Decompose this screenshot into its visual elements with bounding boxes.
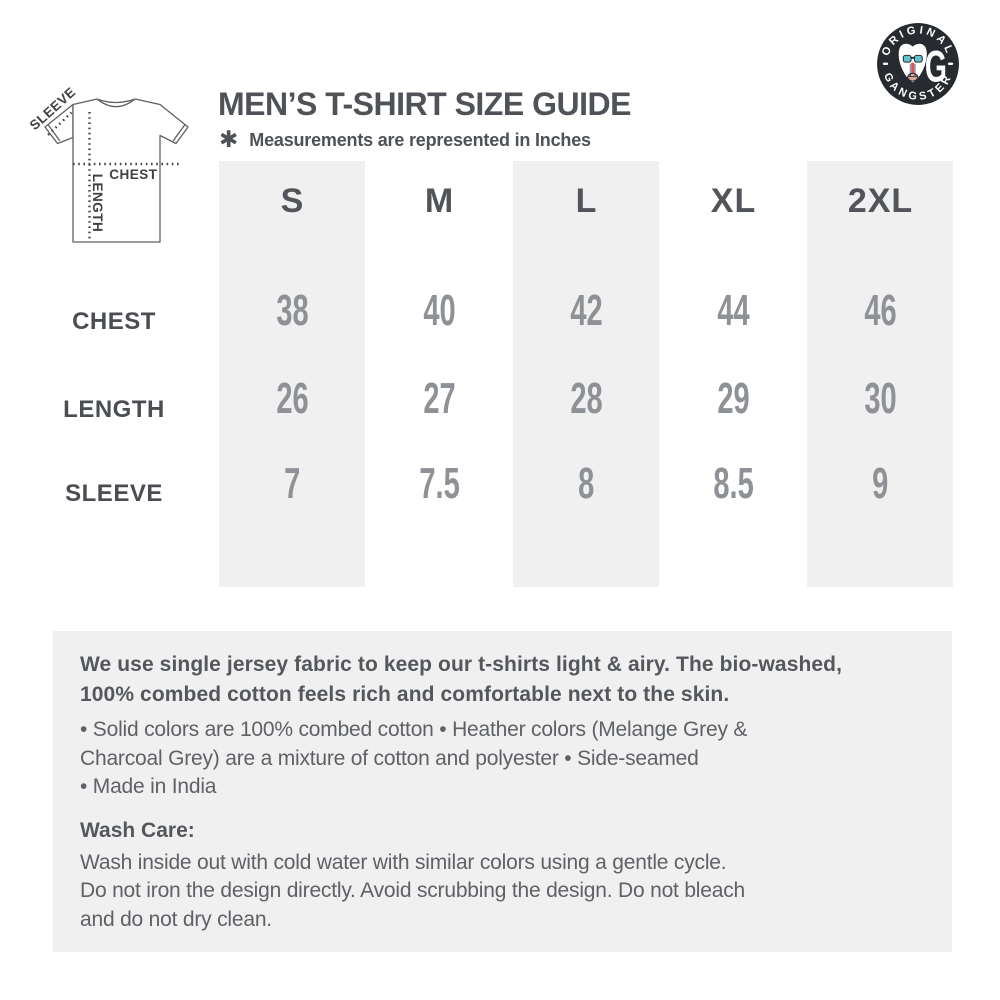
size-value-cell: 44 — [660, 289, 807, 333]
size-value-cell: 40 — [366, 289, 513, 333]
page-title: MEN’S T-SHIRT SIZE GUIDE — [218, 86, 631, 122]
fabric-intro-line: We use single jersey fabric to keep our … — [80, 653, 843, 676]
sleeve-dotted-line — [47, 111, 73, 136]
measurement-unit-note: ✱ Measurements are represented in Inches — [219, 129, 591, 152]
tshirt-right-cuff-seam — [172, 124, 186, 142]
length-value-s: 26 — [276, 374, 309, 423]
size-value-cell: 38 — [219, 289, 366, 333]
asterisk-icon: ✱ — [219, 127, 239, 153]
wash-care-line: Wash inside out with cold water with sim… — [80, 850, 727, 874]
tshirt-left-cuff-seam — [47, 124, 61, 142]
measurement-unit-text: Measurements are represented in Inches — [249, 130, 591, 150]
row-label-chest: CHEST — [72, 308, 156, 335]
chest-value-2xl: 46 — [864, 286, 897, 335]
sleeve-value-s: 7 — [284, 459, 301, 508]
row-label-length: LENGTH — [63, 396, 165, 423]
size-value-cell: 8.5 — [660, 462, 807, 506]
sleeve-value-l: 8 — [578, 459, 595, 508]
mandrill-muzzle — [907, 72, 919, 82]
size-value-cell: 9 — [807, 462, 954, 506]
size-value-cell: 30 — [807, 377, 954, 421]
size-value-cell: 46 — [807, 289, 954, 333]
sleeve-value-m: 7.5 — [419, 459, 460, 508]
length-label: LENGTH — [90, 174, 105, 233]
row-label-sleeve: SLEEVE — [65, 480, 163, 507]
size-value-cell: 27 — [366, 377, 513, 421]
length-value-l: 28 — [570, 374, 603, 423]
size-column-header-m: M — [424, 182, 455, 220]
size-value-cell: 42 — [513, 289, 660, 333]
wash-care-line: and do not dry clean. — [80, 907, 272, 931]
sunglasses-icon — [902, 54, 923, 63]
wash-care-line: Do not iron the design directly. Avoid s… — [80, 879, 746, 902]
table-column-stripe — [219, 161, 365, 587]
chest-value-m: 40 — [423, 286, 456, 335]
size-value-cell: 7 — [219, 462, 366, 506]
tshirt-measurement-diagram: SLEEVE CHEST LENGTH — [28, 85, 189, 243]
wash-care-text: Wash inside out with cold water with sim… — [80, 849, 924, 935]
size-value-cell: 8 — [513, 462, 660, 506]
original-gangster-logo: ORIGINAL GANGSTER G — [877, 23, 959, 105]
logo-left-dash — [882, 62, 889, 65]
size-value-cell: 28 — [513, 377, 660, 421]
wash-care-title: Wash Care: — [80, 818, 195, 842]
fabric-bullets: • Solid colors are 100% combed cotton • … — [80, 716, 924, 802]
chest-label: CHEST — [109, 167, 158, 182]
fabric-intro: We use single jersey fabric to keep our … — [80, 650, 924, 710]
fabric-bullet-line: Charcoal Grey) are a mixture of cotton a… — [80, 746, 699, 770]
fabric-bullet-line: • Solid colors are 100% combed cotton • … — [80, 718, 748, 741]
fabric-details-panel: We use single jersey fabric to keep our … — [53, 631, 952, 952]
length-value-xl: 29 — [717, 374, 750, 423]
logo-letter-g: G — [925, 42, 947, 91]
size-column-header-xl: XL — [710, 182, 757, 220]
mandrill-face-icon — [898, 43, 927, 83]
chest-value-xl: 44 — [717, 286, 750, 335]
sleeve-value-2xl: 9 — [872, 459, 889, 508]
size-column-header-s: S — [280, 182, 305, 220]
length-value-m: 27 — [423, 374, 456, 423]
size-value-cell: 7.5 — [366, 462, 513, 506]
logo-right-dash — [947, 62, 954, 65]
mandrill-nose — [909, 62, 916, 75]
size-value-cell: 29 — [660, 377, 807, 421]
table-column-stripe — [807, 161, 953, 587]
table-column-stripe — [513, 161, 659, 587]
fabric-intro-line: 100% combed cotton feels rich and comfor… — [80, 683, 730, 706]
fabric-bullet-line: • Made in India — [80, 775, 217, 798]
tshirt-collar-line — [97, 99, 135, 108]
chest-value-s: 38 — [276, 286, 309, 335]
chest-value-l: 42 — [570, 286, 603, 335]
tshirt-body — [72, 98, 189, 243]
sleeve-value-xl: 8.5 — [713, 459, 754, 508]
size-value-cell: 26 — [219, 377, 366, 421]
size-column-header-l: L — [575, 182, 598, 220]
size-column-header-2xl: 2XL — [847, 182, 914, 220]
length-value-2xl: 30 — [864, 374, 897, 423]
